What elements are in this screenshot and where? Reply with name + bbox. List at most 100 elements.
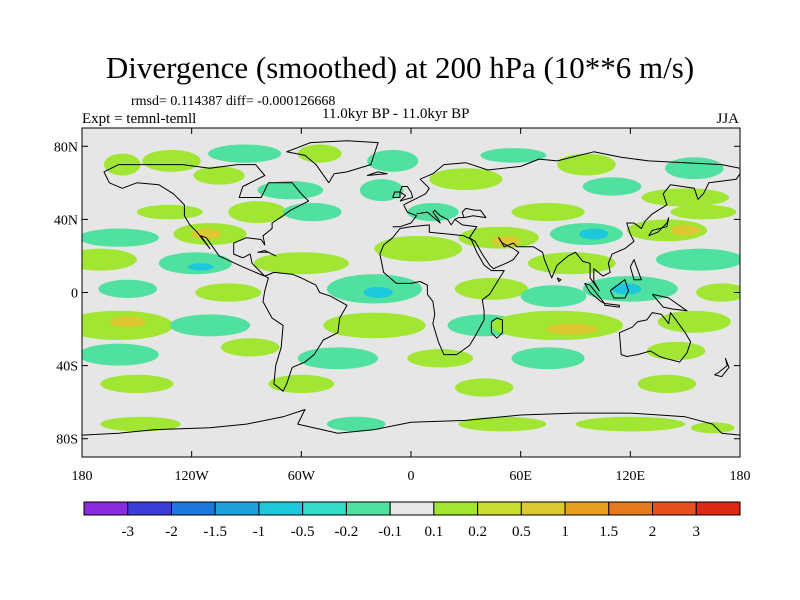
colorbar-label: -0.1 — [378, 524, 402, 540]
divergence-region — [220, 338, 280, 357]
coastline — [392, 191, 401, 198]
divergence-region — [582, 177, 642, 196]
divergence-region — [454, 378, 514, 397]
divergence-region — [359, 179, 404, 202]
coastline — [604, 303, 620, 308]
coastline — [103, 164, 310, 277]
divergence-region — [188, 263, 214, 271]
divergence-region — [158, 252, 232, 275]
coastline — [286, 140, 379, 184]
colorbar-label: -1.5 — [203, 524, 227, 540]
colorbar-box — [83, 501, 129, 516]
divergence-region — [297, 144, 342, 163]
coastline — [399, 186, 414, 202]
divergence-region — [612, 283, 642, 295]
colorbar-label: 0.2 — [468, 524, 487, 540]
divergence-region — [142, 149, 201, 172]
colorbar-label: -0.2 — [335, 524, 359, 540]
colorbar-label: 2 — [649, 524, 657, 540]
coastline — [366, 171, 388, 176]
colorbar-label: 0.5 — [512, 524, 531, 540]
x-tick-label: 120E — [616, 469, 646, 484]
colorbar-label: 0.1 — [424, 524, 443, 540]
divergence-region — [82, 343, 159, 366]
divergence-region — [575, 416, 686, 432]
x-tick-label: 180 — [730, 469, 751, 484]
divergence-region — [297, 347, 379, 370]
divergence-region — [641, 188, 730, 207]
divergence-region — [109, 316, 146, 328]
divergence-region — [191, 228, 221, 240]
divergence-region — [100, 416, 181, 432]
y-tick-label: 0 — [71, 287, 78, 302]
colorbar-label: -3 — [121, 524, 134, 540]
coastline — [454, 173, 740, 292]
x-tick-label: 0 — [408, 469, 415, 484]
divergence-region — [520, 285, 587, 308]
coastline — [379, 224, 505, 356]
stats-text: rmsd= 0.114387 diff= -0.000126668 — [131, 94, 336, 109]
coastline — [584, 282, 606, 304]
period-label: 11.0kyr BP - 11.0kyr BP — [322, 106, 470, 122]
colorbar-box — [345, 501, 391, 516]
x-tick-label: 60W — [288, 469, 316, 484]
colorbar-label: 3 — [693, 524, 701, 540]
divergence-region — [665, 157, 724, 180]
coastline — [82, 409, 740, 436]
divergence-region — [326, 416, 386, 432]
y-tick-label: 80N — [54, 140, 78, 155]
divergence-region — [480, 148, 547, 163]
divergence-region — [657, 310, 731, 333]
experiment-label: Expt = temnl-temll — [82, 111, 197, 127]
colorbar-box — [433, 501, 479, 516]
map-title: Divergence (smoothed) at 200 hPa (10**6 … — [105, 50, 695, 85]
divergence-region — [208, 144, 282, 163]
y-tick-label: 40N — [54, 213, 78, 228]
divergence-region — [454, 277, 528, 300]
divergence-region — [283, 202, 342, 222]
coastline — [618, 312, 692, 363]
coastline — [416, 209, 456, 226]
coastline — [556, 277, 562, 282]
divergence-region — [458, 416, 547, 432]
coastline — [257, 250, 277, 257]
divergence-region — [82, 228, 159, 247]
divergence-region — [546, 323, 598, 335]
coastline — [609, 279, 629, 299]
divergence-region — [646, 341, 706, 361]
divergence-region — [136, 204, 203, 220]
x-tick-label: 180 — [72, 469, 93, 484]
colorbar-box — [564, 501, 610, 516]
colorbar-label: -0.5 — [291, 524, 315, 540]
divergence-region — [626, 219, 708, 242]
divergence-region — [228, 201, 287, 224]
colorbar-box — [652, 501, 697, 516]
divergence-region — [323, 312, 426, 339]
coastline — [651, 293, 688, 312]
divergence-region — [100, 374, 174, 394]
divergence-region — [195, 283, 262, 302]
divergence-region — [363, 287, 393, 298]
divergence-region — [557, 153, 616, 176]
divergence-region — [637, 374, 697, 394]
x-tick-label: 120W — [175, 469, 210, 484]
coastline — [490, 317, 503, 339]
divergence-region — [82, 248, 137, 271]
divergence-region — [169, 314, 251, 337]
divergence-region — [690, 422, 735, 434]
colorbar-box — [302, 501, 347, 516]
colorbar-label: -1 — [253, 524, 266, 540]
divergence-region — [98, 279, 157, 298]
colorbar-label: 1 — [561, 524, 569, 540]
divergence-region — [253, 252, 349, 275]
colorbar-box — [477, 501, 522, 516]
x-tick-label: 60E — [509, 469, 532, 484]
divergence-region — [696, 283, 740, 302]
divergence-region — [655, 248, 740, 271]
divergence-region — [511, 347, 585, 370]
divergence-region — [367, 149, 419, 172]
divergence-field — [82, 144, 740, 434]
divergence-region — [670, 224, 700, 236]
divergence-region — [407, 349, 474, 368]
